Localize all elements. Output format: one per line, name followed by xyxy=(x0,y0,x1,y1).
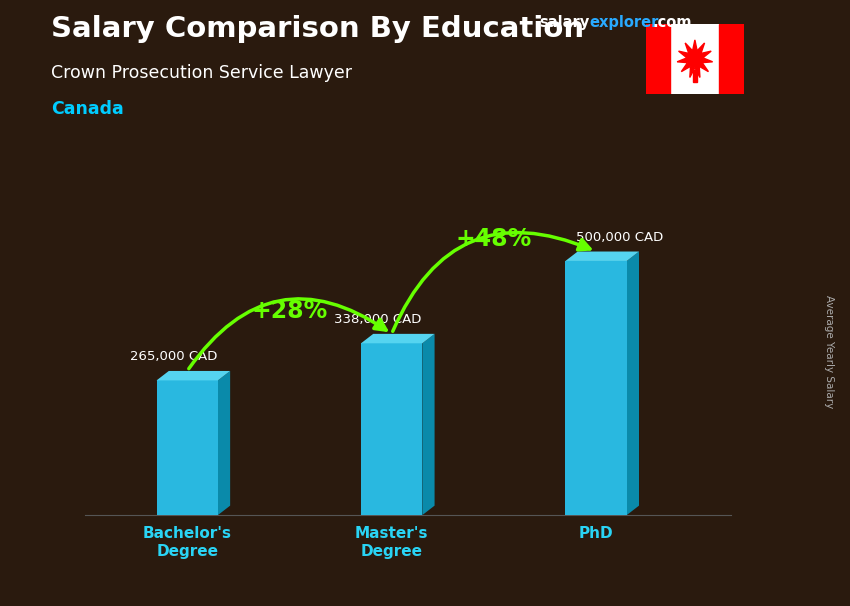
Bar xyxy=(646,24,671,94)
Polygon shape xyxy=(626,251,639,515)
Polygon shape xyxy=(361,334,434,344)
Polygon shape xyxy=(677,40,712,78)
Bar xyxy=(361,344,422,515)
Text: 265,000 CAD: 265,000 CAD xyxy=(130,350,218,363)
Text: .com: .com xyxy=(653,15,692,30)
Text: +28%: +28% xyxy=(252,299,327,324)
Bar xyxy=(719,24,744,94)
FancyArrowPatch shape xyxy=(189,299,386,368)
Text: explorer: explorer xyxy=(589,15,659,30)
Polygon shape xyxy=(565,251,639,261)
Text: Average Yearly Salary: Average Yearly Salary xyxy=(824,295,834,408)
Text: 338,000 CAD: 338,000 CAD xyxy=(334,313,422,326)
Polygon shape xyxy=(218,371,230,515)
Polygon shape xyxy=(156,371,230,381)
Bar xyxy=(156,381,218,515)
Bar xyxy=(565,261,626,515)
Text: Canada: Canada xyxy=(51,100,124,118)
Text: 500,000 CAD: 500,000 CAD xyxy=(575,231,663,244)
Text: Crown Prosecution Service Lawyer: Crown Prosecution Service Lawyer xyxy=(51,64,352,82)
Text: salary: salary xyxy=(540,15,590,30)
Text: +48%: +48% xyxy=(456,227,532,251)
Bar xyxy=(693,70,697,82)
Polygon shape xyxy=(422,334,434,515)
Text: Salary Comparison By Education: Salary Comparison By Education xyxy=(51,15,584,43)
FancyArrowPatch shape xyxy=(393,233,590,331)
